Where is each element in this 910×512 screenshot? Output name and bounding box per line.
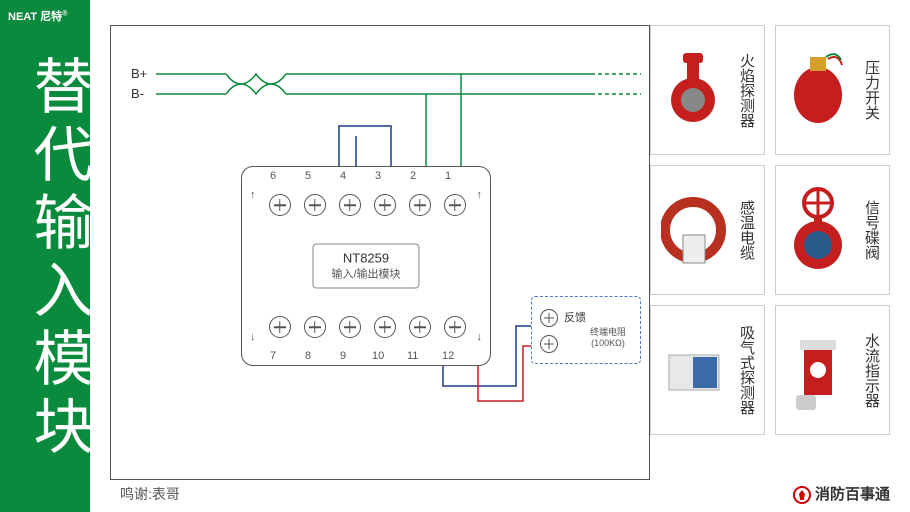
device-label: 火焰探测器 <box>736 53 757 128</box>
device-valve: 信号碟阀 <box>775 165 890 295</box>
terminal-screw <box>374 194 396 216</box>
resistor-label: 终端电阻(100KΩ) <box>590 325 626 348</box>
flame-detector-icon <box>656 35 731 145</box>
sidebar: NEAT 尼特® 替代输入模块 <box>0 0 90 512</box>
flow-indicator-icon <box>781 315 856 425</box>
terminal-screw <box>339 316 361 338</box>
term-num: 6 <box>270 170 276 182</box>
term-num: 5 <box>305 170 311 182</box>
fb-terminal <box>540 335 558 353</box>
butterfly-valve-icon <box>781 175 856 285</box>
terminal-screw <box>304 316 326 338</box>
term-num: 12 <box>442 350 454 362</box>
fb-terminal <box>540 309 558 327</box>
term-num: 9 <box>340 350 346 362</box>
device-label: 信号碟阀 <box>861 200 882 260</box>
arrow-down-left: ↓ <box>250 331 256 343</box>
io-module: ↑ ↑ ↓ ↓ 6 5 4 3 2 1 NT8259 输入/输出模块 <box>241 166 491 366</box>
device-grid: 火焰探测器 压力开关 感温电缆 信号碟阀 吸气式探测器 <box>650 25 890 435</box>
module-desc: 输入/输出模块 <box>331 266 400 282</box>
device-flame: 火焰探测器 <box>650 25 765 155</box>
term-num: 1 <box>445 170 451 182</box>
device-label: 压力开关 <box>861 60 882 120</box>
module-code: NT8259 <box>331 251 400 266</box>
page-title: 替代输入模块 <box>15 55 102 463</box>
term-num: 2 <box>410 170 416 182</box>
terminal-screw <box>409 316 431 338</box>
module-label: NT8259 输入/输出模块 <box>312 244 419 289</box>
term-num: 7 <box>270 350 276 362</box>
terminal-screw <box>269 316 291 338</box>
feedback-label: 反馈 <box>564 309 586 325</box>
device-aspirating: 吸气式探测器 <box>650 305 765 435</box>
main-content: B+ B- <box>90 0 910 512</box>
device-cable: 感温电缆 <box>650 165 765 295</box>
terminal-screw <box>444 194 466 216</box>
terminal-screw <box>374 316 396 338</box>
top-terminal-row <box>262 185 472 225</box>
brand-logo: NEAT 尼特® <box>8 8 67 24</box>
credit-text: 鸣谢:表哥 <box>120 484 180 504</box>
device-pressure: 压力开关 <box>775 25 890 155</box>
device-label: 吸气式探测器 <box>736 325 757 415</box>
term-num: 11 <box>407 350 418 362</box>
footer-brand: 消防百事通 <box>793 483 890 504</box>
terminal-screw <box>304 194 326 216</box>
bus-neg-label: B- <box>131 86 144 101</box>
term-num: 4 <box>340 170 346 182</box>
terminal-screw <box>339 194 361 216</box>
bot-terminal-row <box>262 307 472 347</box>
device-flow: 水流指示器 <box>775 305 890 435</box>
terminal-screw <box>269 194 291 216</box>
bus-pos-label: B+ <box>131 66 147 81</box>
fire-icon <box>793 486 811 504</box>
arrow-up-left: ↑ <box>250 189 256 201</box>
device-label: 感温电缆 <box>736 200 757 260</box>
arrow-down-right: ↓ <box>477 331 483 343</box>
device-label: 水流指示器 <box>861 333 882 408</box>
aspirating-detector-icon <box>656 315 731 425</box>
pressure-switch-icon <box>781 35 856 145</box>
arrow-up-right: ↑ <box>477 189 483 201</box>
terminal-screw <box>444 316 466 338</box>
feedback-box: 反馈 终端电阻(100KΩ) <box>531 296 641 364</box>
term-num: 8 <box>305 350 311 362</box>
wiring-diagram: B+ B- <box>110 25 650 480</box>
heat-cable-icon <box>656 175 731 285</box>
term-num: 10 <box>372 350 384 362</box>
term-num: 3 <box>375 170 381 182</box>
terminal-screw <box>409 194 431 216</box>
